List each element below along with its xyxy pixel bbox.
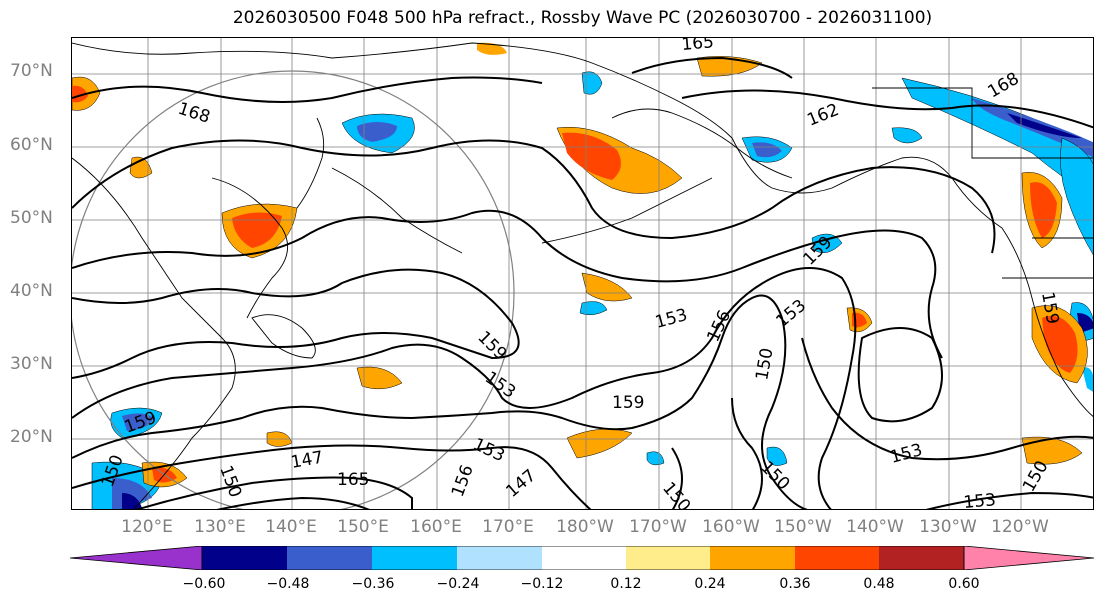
lat-label-50: 50°N [10,208,53,228]
colorbar-tick: 0.60 [948,576,980,592]
contour-label: 156 [703,307,735,345]
contour-label: 153 [772,296,810,332]
contour-label: 168 [175,99,212,128]
colorbar-bin [879,546,964,570]
range-circle [72,70,515,509]
lon-label-140w: 140°W [846,517,904,537]
contour-label: 153 [653,305,690,333]
contour-label: 156 [448,462,478,499]
lat-label-30: 30°N [10,354,53,374]
contour-label: 153 [481,368,519,403]
contour-label: 150 [756,457,793,494]
colorbar-bin [372,546,457,570]
contour-label: 150 [215,463,245,500]
colorbar-extend-low [70,546,203,570]
contour-label: 153 [888,440,925,468]
colorbar-bin [710,546,795,570]
colorbar-bin [202,546,287,570]
lon-label-140e: 140°E [265,517,317,537]
colorbar-tick: −0.60 [182,576,226,592]
colorbar-tick: −0.12 [520,576,564,592]
colorbar-tick: 0.12 [610,576,642,592]
coastlines [72,42,1093,509]
contour-label: 165 [337,470,369,490]
lat-label-20: 20°N [10,427,53,447]
map-title: 2026030500 F048 500 hPa refract., Rossby… [232,8,933,28]
graticule [72,38,1093,509]
lat-label-40: 40°N [10,281,53,301]
lon-label-160e: 160°E [410,517,462,537]
contour-label: 159 [473,327,510,364]
colorbar-tick: 0.36 [779,576,811,592]
colorbar-bin [626,546,710,570]
colorbar-bin [542,546,626,570]
contour-label: 147 [289,448,324,473]
colorbar-tick: −0.24 [436,576,480,592]
lon-label-170e: 170°E [482,517,534,537]
colorbar-tick: 0.48 [863,576,895,592]
contour-label: 159 [612,393,644,413]
lon-label-150e: 150°E [337,517,389,537]
lon-label-120w: 120°W [991,517,1049,537]
map-canvas: 165 168 162 168 159 153 150 159 156 153 … [72,38,1093,510]
colorbar-bin [287,546,372,570]
map-panel: 165 168 162 168 159 153 150 159 156 153 … [71,37,1094,510]
colorbar [70,546,1095,570]
colorbar-bin [457,546,542,570]
lon-label-130e: 130°E [194,517,246,537]
contour-label: 150 [658,478,694,510]
contour-label: 165 [681,38,715,55]
lon-label-170w: 170°W [629,517,687,537]
lon-label-150w: 150°W [774,517,832,537]
contour-label: 147 [502,466,540,502]
colorbar-tick: −0.36 [351,576,395,592]
colorbar-tick: 0.24 [694,576,726,592]
contour-label: 153 [963,490,997,510]
lat-label-70: 70°N [10,61,53,81]
contour-label: 162 [804,100,842,131]
lat-label-60: 60°N [10,135,53,155]
lon-label-130w: 130°W [919,517,977,537]
colorbar-tick: −0.48 [266,576,310,592]
lon-label-120e: 120°E [121,517,173,537]
lon-label-180w: 180°W [556,517,614,537]
colorbar-extend-high [963,546,1095,570]
height-contours [72,56,1093,509]
contour-label: 150 [752,346,777,381]
lon-label-160w: 160°W [702,517,760,537]
colorbar-bin [795,546,879,570]
